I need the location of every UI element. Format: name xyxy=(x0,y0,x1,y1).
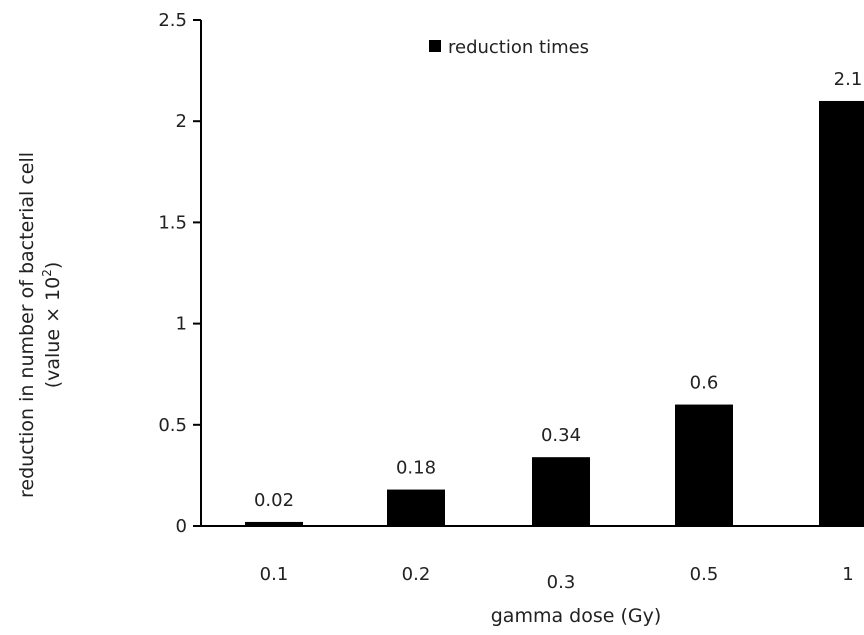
data-label: 0.02 xyxy=(254,490,294,511)
x-tick-label: 0.2 xyxy=(402,564,431,585)
data-label: 0.18 xyxy=(396,458,436,479)
bar xyxy=(532,457,590,526)
y-axis: 0 0.5 1 1.5 2 2.5 xyxy=(158,10,202,537)
data-labels: 0.02 0.18 0.34 0.6 2.1 xyxy=(254,69,862,511)
x-tick-label: 1 xyxy=(842,564,853,585)
y-axis-title-unit: (value × 10 xyxy=(42,277,64,389)
y-tick-label: 1 xyxy=(176,314,187,335)
x-tick-label: 0.5 xyxy=(690,564,719,585)
y-tick-label: 2 xyxy=(176,111,187,132)
x-axis-title: gamma dose (Gy) xyxy=(491,605,662,627)
data-label: 2.1 xyxy=(834,69,863,90)
y-tick-label: 1.5 xyxy=(158,212,187,233)
y-axis-title-line2: (value × 102) xyxy=(40,262,64,389)
y-axis-title: reduction in number of bacterial cell (v… xyxy=(16,152,64,498)
x-tick-label: 0.1 xyxy=(260,564,289,585)
y-tick-label: 2.5 xyxy=(158,10,187,31)
y-axis-title-close: ) xyxy=(42,262,64,269)
bar xyxy=(387,489,445,526)
y-axis-title-exponent: 2 xyxy=(40,269,54,277)
x-axis: 0.1 0.2 0.3 0.5 1 xyxy=(201,525,864,593)
legend-label: reduction times xyxy=(448,37,589,58)
bar xyxy=(675,404,733,526)
data-label: 0.6 xyxy=(690,373,719,394)
legend-swatch xyxy=(429,40,441,52)
bar xyxy=(245,521,303,526)
y-axis-title-line1: reduction in number of bacterial cell xyxy=(16,152,38,498)
bar xyxy=(819,100,864,527)
y-tick-label: 0 xyxy=(176,516,187,537)
bars xyxy=(245,100,864,527)
legend: reduction times xyxy=(429,37,589,58)
y-tick-label: 0.5 xyxy=(158,415,187,436)
data-label: 0.34 xyxy=(541,425,581,446)
x-tick-label: 0.3 xyxy=(547,572,576,593)
